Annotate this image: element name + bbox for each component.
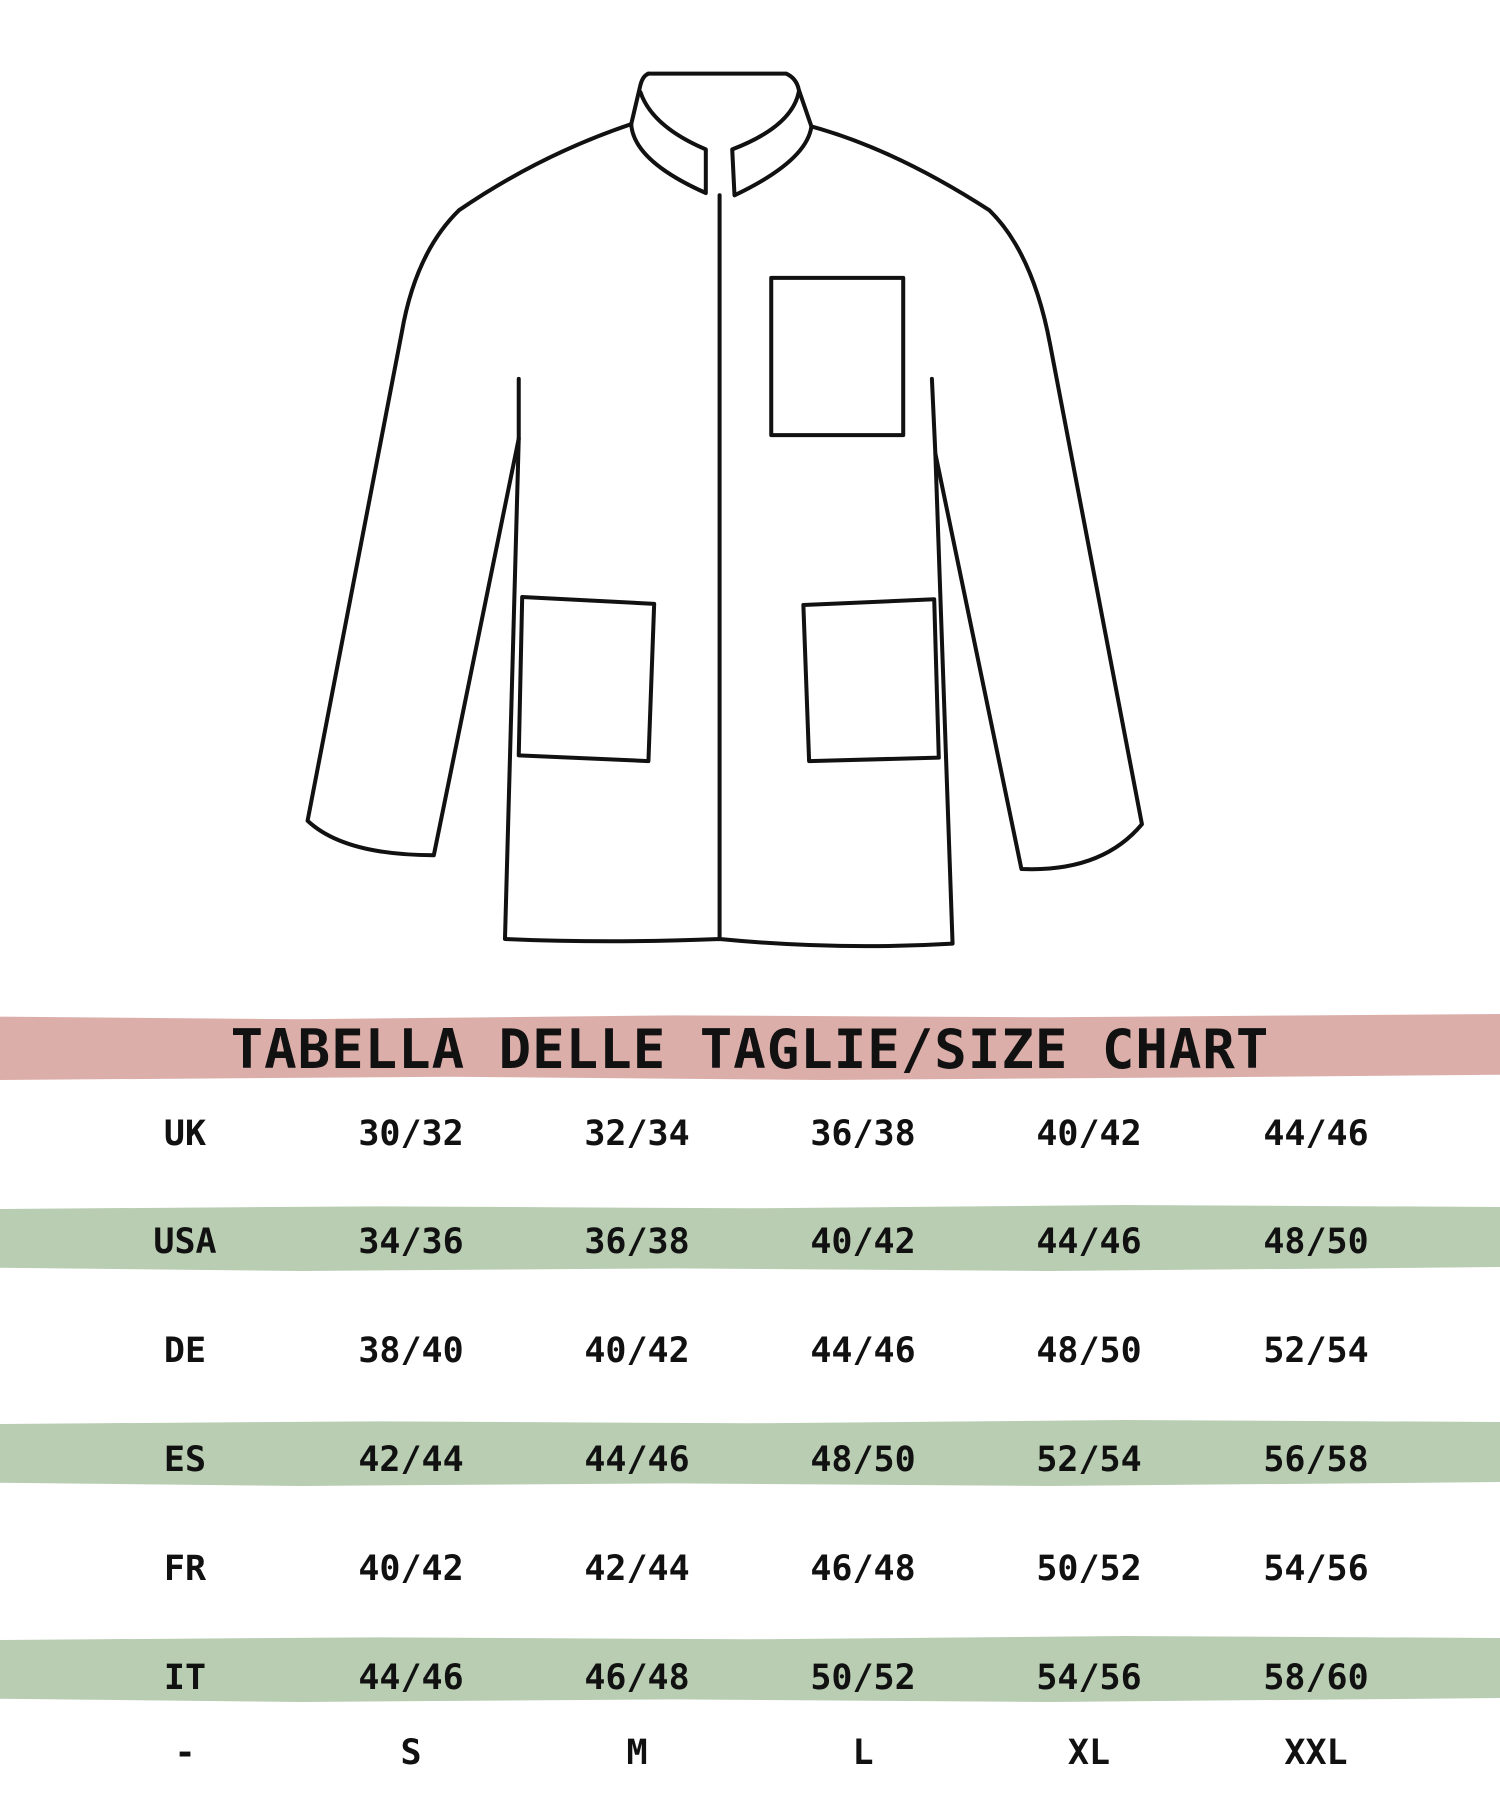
table-cell: 40/42	[1036, 1114, 1142, 1154]
table-cell: 38/40	[358, 1331, 464, 1371]
table-row: ES 42/44 44/46 48/50 52/54 56/58	[0, 1435, 1500, 1485]
table-cell: XXL	[1284, 1733, 1348, 1773]
table-cell: 48/50	[810, 1440, 916, 1480]
table-cell: 44/46	[584, 1440, 690, 1480]
row-label: -	[174, 1733, 196, 1773]
table-cell: 52/54	[1036, 1440, 1142, 1480]
table-cell: 40/42	[810, 1222, 916, 1262]
table-cell: 46/48	[584, 1658, 690, 1698]
table-row: FR 40/42 42/44 46/48 50/52 54/56	[0, 1544, 1500, 1594]
page-title: TABELLA DELLE TAGLIE/SIZE CHART	[230, 1018, 1270, 1081]
row-label: UK	[163, 1114, 207, 1154]
title-band	[0, 1014, 1500, 1080]
table-cell: 34/36	[358, 1222, 464, 1262]
table-row: USA 34/36 36/38 40/42 44/46 48/50	[0, 1217, 1500, 1267]
row-label: USA	[153, 1222, 217, 1262]
table-cell: 52/54	[1263, 1331, 1369, 1371]
table-cell: 58/60	[1263, 1658, 1369, 1698]
table-cell: 44/46	[810, 1331, 916, 1371]
table-cell: 30/32	[358, 1114, 464, 1154]
size-label-row: - S M L XL XXL	[0, 1728, 1500, 1778]
table-row: UK 30/32 32/34 36/38 40/42 44/46	[0, 1109, 1500, 1159]
table-cell: 42/44	[358, 1440, 464, 1480]
table-cell: 46/48	[810, 1549, 916, 1589]
table-row: DE 38/40 40/42 44/46 48/50 52/54	[0, 1326, 1500, 1376]
row-band-es	[0, 1420, 1500, 1486]
row-band-it	[0, 1636, 1500, 1702]
row-label: IT	[163, 1658, 207, 1698]
row-label: ES	[163, 1440, 207, 1480]
table-cell: S	[400, 1733, 422, 1773]
table-cell: XL	[1067, 1733, 1111, 1773]
row-band-usa	[0, 1205, 1500, 1271]
table-cell: 50/52	[810, 1658, 916, 1698]
table-cell: L	[852, 1733, 874, 1773]
table-cell: 40/42	[584, 1331, 690, 1371]
table-cell: 36/38	[584, 1222, 690, 1262]
row-label: FR	[163, 1549, 207, 1589]
row-label: DE	[163, 1331, 207, 1371]
jacket-body	[305, 71, 1144, 949]
table-cell: M	[626, 1733, 648, 1773]
table-cell: 44/46	[358, 1658, 464, 1698]
table-cell: 48/50	[1263, 1222, 1369, 1262]
table-cell: 50/52	[1036, 1549, 1142, 1589]
table-cell: 54/56	[1263, 1549, 1369, 1589]
table-cell: 44/46	[1036, 1222, 1142, 1262]
table-cell: 32/34	[584, 1114, 690, 1154]
table-cell: 56/58	[1263, 1440, 1369, 1480]
table-cell: 44/46	[1263, 1114, 1369, 1154]
jacket-illustration	[305, 71, 1144, 949]
table-row: IT 44/46 46/48 50/52 54/56 58/60	[0, 1653, 1500, 1703]
table-cell: 54/56	[1036, 1658, 1142, 1698]
table-cell: 42/44	[584, 1549, 690, 1589]
table-cell: 48/50	[1036, 1331, 1142, 1371]
table-cell: 36/38	[810, 1114, 916, 1154]
table-cell: 40/42	[358, 1549, 464, 1589]
